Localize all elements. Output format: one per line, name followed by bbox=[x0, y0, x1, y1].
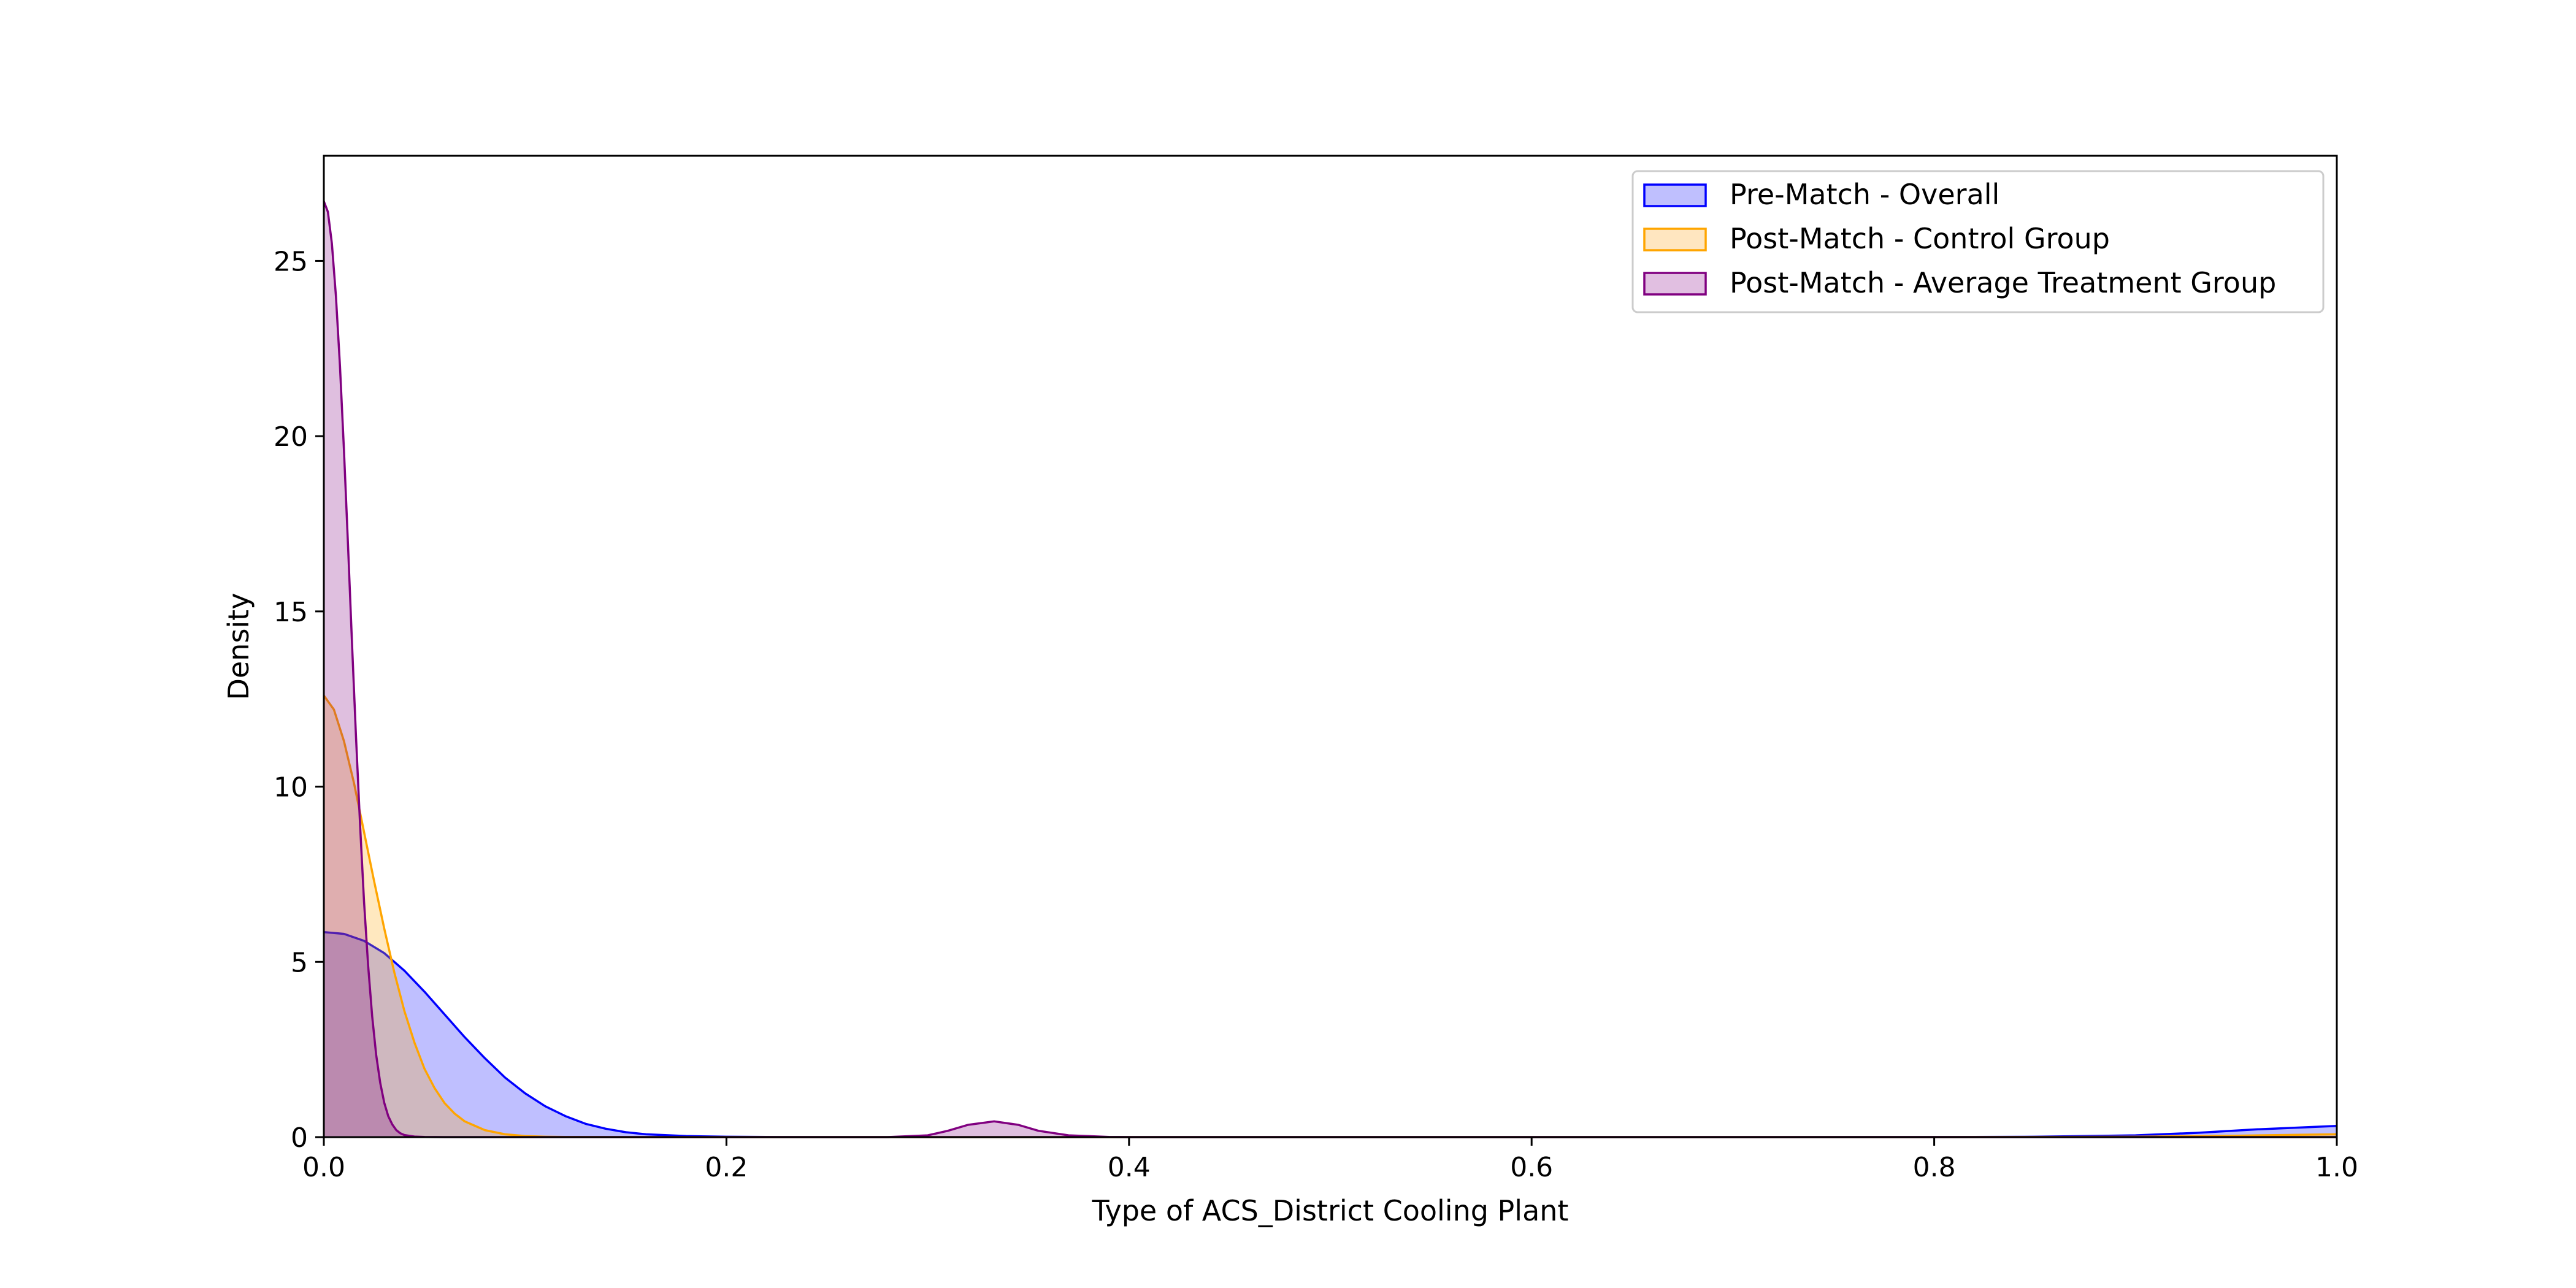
y-tick-label: 15 bbox=[274, 597, 308, 628]
y-axis-label: Density bbox=[222, 593, 255, 700]
legend-swatch bbox=[1643, 228, 1707, 251]
legend-swatch bbox=[1643, 183, 1707, 207]
y-tick-label: 10 bbox=[274, 772, 308, 803]
x-tick-label: 0.0 bbox=[302, 1152, 345, 1183]
legend-label: Post-Match - Average Treatment Group bbox=[1730, 266, 2276, 299]
x-tick-label: 1.0 bbox=[2315, 1152, 2358, 1183]
x-axis-label: Type of ACS_District Cooling Plant bbox=[1092, 1194, 1569, 1227]
legend-label: Post-Match - Control Group bbox=[1730, 222, 2110, 255]
legend-label: Pre-Match - Overall bbox=[1730, 178, 1999, 211]
series-0-area bbox=[324, 932, 2337, 1137]
y-tick-label: 25 bbox=[274, 246, 308, 277]
axes-frame bbox=[323, 155, 2338, 1138]
x-tick-label: 0.4 bbox=[1108, 1152, 1151, 1183]
x-tick-label: 0.2 bbox=[705, 1152, 748, 1183]
series-2-line bbox=[323, 201, 2337, 1138]
legend-box bbox=[1631, 170, 2325, 313]
y-tick-label: 0 bbox=[291, 1122, 308, 1154]
y-axis: 0 5 10 15 20 25 bbox=[274, 246, 324, 1154]
x-tick-label: 0.8 bbox=[1913, 1152, 1956, 1183]
x-axis: 0.0 0.2 0.4 0.6 0.8 1.0 bbox=[302, 1137, 2358, 1183]
legend: Pre-Match - Overall Post-Match - Control … bbox=[1631, 170, 2325, 313]
x-tick-label: 0.6 bbox=[1510, 1152, 1553, 1183]
y-tick-label: 20 bbox=[274, 421, 308, 453]
y-tick-label: 5 bbox=[291, 947, 308, 978]
legend-swatch bbox=[1643, 272, 1707, 296]
